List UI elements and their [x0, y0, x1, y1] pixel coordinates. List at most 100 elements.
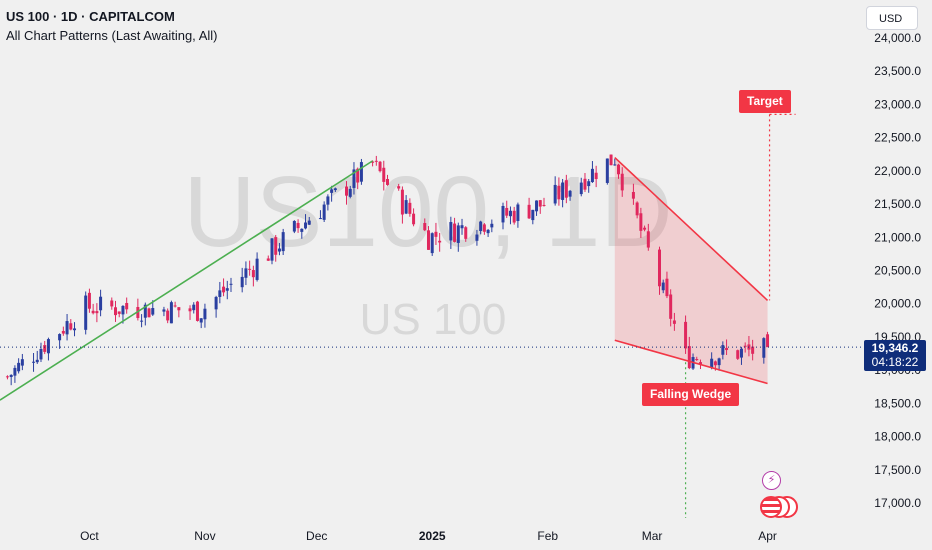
watermark-symbol: US100, 1D: [183, 156, 672, 268]
x-tick-label: Apr: [758, 529, 777, 543]
candle-body: [255, 258, 259, 280]
candle-body: [43, 345, 47, 352]
candle-body: [490, 223, 494, 228]
us-flag-icon[interactable]: [760, 496, 806, 520]
lightning-icon[interactable]: ⚡: [762, 471, 781, 490]
y-tick-label: 17,000.0: [874, 496, 921, 510]
candle-body: [613, 164, 617, 166]
candle-body: [479, 221, 483, 232]
y-tick-label: 17,500.0: [874, 463, 921, 477]
candle-body: [646, 231, 650, 248]
candle-body: [717, 358, 721, 366]
candle-body: [669, 294, 673, 319]
candle-body: [222, 286, 226, 293]
candle-body: [166, 310, 170, 321]
candle-body: [300, 228, 304, 232]
candle-body: [661, 282, 665, 291]
candle-body: [553, 184, 557, 204]
candle-body: [713, 361, 717, 366]
candle-body: [46, 339, 50, 354]
candle-body: [426, 230, 430, 250]
candle-body: [58, 334, 62, 341]
candle-body: [639, 213, 643, 231]
candle-body: [330, 189, 334, 193]
candle-body: [635, 202, 639, 216]
candle-body: [482, 224, 486, 232]
candle-body: [39, 348, 43, 360]
candle-body: [371, 161, 375, 163]
candle-body: [557, 185, 561, 200]
candle-body: [665, 278, 669, 297]
candle-body: [348, 188, 352, 197]
indicator-title[interactable]: All Chart Patterns (Last Awaiting, All): [6, 28, 218, 43]
y-tick-label: 22,500.0: [874, 131, 921, 145]
candle-body: [9, 374, 13, 378]
candle-body: [542, 204, 546, 206]
candle-body: [400, 189, 404, 215]
candle-body: [438, 240, 442, 243]
x-tick-label: Dec: [306, 529, 327, 543]
candle-body: [412, 213, 416, 225]
candle-body: [583, 178, 587, 190]
candle-body: [251, 270, 255, 278]
candle-body: [225, 288, 229, 291]
candle-body: [605, 158, 609, 183]
candle-body: [218, 290, 222, 297]
candle-body: [20, 359, 24, 366]
candle-body: [270, 238, 274, 261]
candle-body: [169, 302, 173, 324]
y-tick-label: 20,000.0: [874, 297, 921, 311]
candle-body: [378, 161, 382, 172]
candle-body: [162, 309, 166, 312]
candle-body: [512, 210, 516, 223]
candle-body: [531, 209, 535, 221]
candle-body: [87, 292, 91, 309]
candle-body: [244, 268, 248, 278]
candle-body: [117, 311, 121, 314]
candle-body: [125, 302, 129, 310]
falling-wedge-label[interactable]: Falling Wedge: [642, 383, 740, 406]
y-tick-label: 18,000.0: [874, 430, 921, 444]
x-tick-label: 2025: [419, 529, 446, 543]
candles-layer: [5, 154, 770, 386]
candle-body: [199, 318, 203, 323]
candle-body: [501, 205, 505, 223]
candle-body: [460, 225, 464, 229]
candle-body: [274, 237, 278, 255]
candle-body: [751, 346, 755, 354]
candle-body: [698, 362, 702, 365]
y-tick-label: 20,500.0: [874, 264, 921, 278]
candle-body: [333, 188, 337, 191]
symbol-title[interactable]: US 100 · 1D · CAPITALCOM: [6, 9, 175, 24]
candle-body: [318, 218, 322, 220]
wedge-upper-line: [614, 156, 769, 301]
candle-body: [382, 167, 386, 182]
candle-body: [177, 307, 181, 311]
candle-body: [687, 346, 691, 369]
candle-body: [672, 320, 676, 324]
candle-body: [594, 172, 598, 180]
candle-body: [721, 345, 725, 355]
candle-body: [568, 190, 572, 197]
currency-button[interactable]: USD: [866, 6, 918, 30]
candle-body: [304, 222, 308, 229]
x-axis[interactable]: Oct Nov Dec 2025 Feb Mar Apr: [80, 529, 777, 543]
candle-body: [657, 249, 661, 287]
candle-body: [296, 222, 300, 229]
candle-body: [65, 321, 69, 335]
candle-body: [374, 160, 378, 162]
trendline: [0, 160, 374, 401]
candle-body: [266, 258, 270, 261]
candle-body: [356, 168, 360, 183]
candle-body: [710, 358, 714, 368]
y-axis[interactable]: 17,000.017,500.018,000.018,500.019,000.0…: [874, 31, 921, 510]
watermark-name: US 100: [360, 295, 507, 344]
y-tick-label: 21,000.0: [874, 230, 921, 244]
candle-body: [579, 182, 583, 195]
candle-body: [695, 359, 699, 361]
candle-body: [505, 207, 509, 216]
candle-body: [110, 300, 114, 307]
target-label[interactable]: Target: [739, 90, 791, 113]
candle-body: [464, 227, 468, 239]
